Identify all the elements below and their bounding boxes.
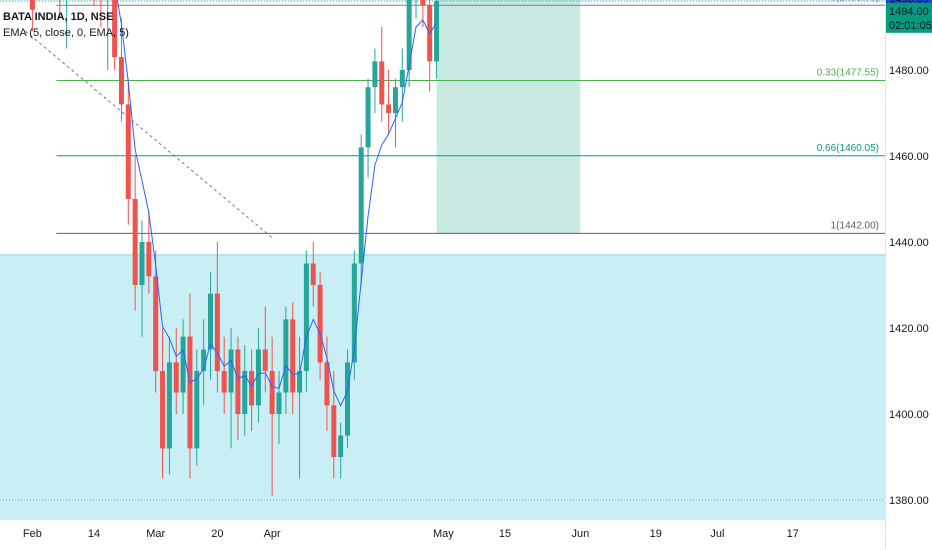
candle-body[interactable] [146, 242, 152, 277]
candle-body[interactable] [317, 285, 323, 363]
time-tick-label: 20 [211, 528, 223, 540]
candle-body[interactable] [283, 319, 289, 393]
candle-body[interactable] [112, 0, 118, 58]
time-axis[interactable] [0, 520, 885, 550]
candle-body[interactable] [125, 104, 131, 199]
candle-body[interactable] [310, 263, 316, 286]
price-tick-label: 1420.00 [889, 323, 929, 335]
candle-body[interactable] [249, 371, 255, 406]
price-tick-label: 1440.00 [889, 237, 929, 249]
candle-body[interactable] [166, 362, 172, 449]
time-tick-label: Apr [264, 528, 281, 540]
candle-body[interactable] [139, 242, 145, 285]
candle-body[interactable] [269, 371, 275, 414]
zone-rect-0[interactable] [0, 0, 885, 2]
candle-body[interactable] [372, 61, 378, 88]
candle-body[interactable] [180, 336, 186, 393]
time-tick-label: 19 [650, 528, 662, 540]
candle-body[interactable] [297, 371, 303, 393]
time-tick-label: 17 [787, 528, 799, 540]
candle-body[interactable] [406, 0, 412, 71]
candle-body[interactable] [434, 1, 440, 62]
candle-body[interactable] [118, 57, 124, 105]
time-tick-label: Jun [572, 528, 590, 540]
position-target-zone[interactable] [436, 0, 581, 234]
candle-body[interactable] [221, 371, 227, 393]
candle-body[interactable] [228, 349, 234, 393]
symbol-title[interactable]: BATA INDIA, 1D, NSE [3, 11, 114, 23]
candle-body[interactable] [399, 70, 405, 88]
time-tick-label: 15 [499, 528, 511, 540]
candle-body[interactable] [290, 319, 296, 393]
candle-body[interactable] [208, 293, 213, 350]
candle-body[interactable] [132, 199, 138, 285]
time-tick-label: Feb [23, 528, 42, 540]
time-tick-label: Mar [146, 528, 165, 540]
candle-body[interactable] [324, 362, 330, 406]
candle-body[interactable] [345, 362, 350, 436]
price-tick-label: 1400.00 [889, 409, 929, 421]
ema-line[interactable] [5, 0, 437, 407]
candle-body[interactable] [153, 276, 159, 371]
candle-countdown: 02:01:05 [889, 20, 932, 32]
candle-body[interactable] [338, 435, 344, 458]
candle-body[interactable] [235, 349, 241, 415]
candle-body[interactable] [420, 0, 426, 6]
candle-body[interactable] [392, 87, 398, 113]
fib-level-label-3: 1(1442.00) [831, 220, 879, 231]
zone-rect-1[interactable] [0, 254, 885, 543]
price-tick-label: 1480.00 [889, 65, 929, 77]
candle-body[interactable] [201, 349, 207, 372]
current-price-label: 1494.00 [889, 6, 929, 18]
candle-body[interactable] [276, 392, 282, 415]
candle-body[interactable] [242, 371, 248, 414]
time-tick-label: Jul [710, 528, 724, 540]
candle-body[interactable] [386, 104, 392, 113]
current-price-box[interactable] [886, 2, 932, 33]
candle-body[interactable] [194, 371, 200, 449]
candle-body[interactable] [29, 0, 35, 10]
candle-body[interactable] [262, 349, 268, 372]
time-tick-label: 14 [88, 528, 100, 540]
candle-body[interactable] [351, 263, 357, 363]
candle-body[interactable] [379, 61, 385, 105]
price-label-level-entry: 1496.65 [889, 0, 929, 5]
candle-body[interactable] [331, 405, 337, 457]
candle-body[interactable] [365, 87, 371, 148]
time-tick-label: May [433, 528, 454, 540]
fib-level-label-1: 0.33(1477.55) [817, 68, 879, 79]
fib-level-label-2: 0.66(1460.05) [817, 143, 879, 154]
candle-body[interactable] [255, 349, 261, 406]
price-tick-label: 1460.00 [889, 151, 929, 163]
candle-body[interactable] [303, 263, 309, 372]
candle-body[interactable] [214, 293, 220, 371]
indicator-legend[interactable]: EMA (5, close, 0, EMA, 5) [3, 27, 129, 39]
price-tick-label: 1380.00 [889, 495, 929, 507]
candle-body[interactable] [173, 362, 179, 393]
candle-body[interactable] [160, 371, 166, 449]
candle-body[interactable] [358, 147, 364, 264]
fib-level-label-0: 0(1495.05) [831, 0, 879, 3]
price-axis[interactable] [885, 0, 932, 550]
candle-body[interactable] [187, 336, 193, 449]
